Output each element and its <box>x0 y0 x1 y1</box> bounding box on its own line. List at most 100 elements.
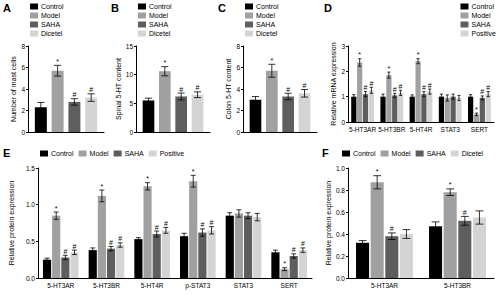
svg-text:Dicetel: Dicetel <box>256 30 278 37</box>
svg-text:SERT: SERT <box>471 126 488 133</box>
svg-text:6: 6 <box>21 64 25 71</box>
svg-text:Dicetel: Dicetel <box>462 150 484 157</box>
svg-text:Colon 5-HT content: Colon 5-HT content <box>225 59 232 120</box>
svg-text:*: * <box>163 59 166 66</box>
svg-text:Relative protein expression: Relative protein expression <box>325 181 333 266</box>
svg-text:Control: Control <box>41 3 64 10</box>
svg-text:Model: Model <box>41 12 61 19</box>
svg-text:0.6: 0.6 <box>336 209 345 216</box>
svg-text:*: * <box>146 175 149 182</box>
svg-text:Model: Model <box>471 12 491 19</box>
svg-text:#: # <box>200 221 204 228</box>
svg-text:Model: Model <box>149 12 169 19</box>
svg-text:F: F <box>322 147 329 159</box>
svg-text:15: 15 <box>126 43 134 50</box>
svg-text:2: 2 <box>21 107 25 114</box>
svg-text:#: # <box>428 82 432 89</box>
svg-text:E: E <box>3 147 10 159</box>
svg-text:*: * <box>449 181 452 188</box>
svg-text:*: * <box>417 51 420 58</box>
svg-text:p-STAT3: p-STAT3 <box>185 282 210 290</box>
svg-text:SAHA: SAHA <box>427 150 446 157</box>
svg-text:Control: Control <box>353 150 376 157</box>
svg-text:#: # <box>390 225 394 232</box>
svg-text:#: # <box>286 86 290 93</box>
svg-text:Model: Model <box>256 12 276 19</box>
svg-text:0.0: 0.0 <box>26 275 35 282</box>
svg-text:Control: Control <box>471 3 494 10</box>
svg-text:8: 8 <box>21 43 25 50</box>
svg-text:1.5: 1.5 <box>26 165 35 172</box>
svg-text:#: # <box>301 240 305 247</box>
svg-text:*: * <box>270 57 273 64</box>
svg-text:#: # <box>463 209 467 216</box>
svg-text:4: 4 <box>236 86 240 93</box>
svg-text:#: # <box>399 83 403 90</box>
svg-text:#: # <box>179 86 183 93</box>
svg-text:5-HT3BR: 5-HT3BR <box>378 126 405 133</box>
svg-text:Control: Control <box>149 3 172 10</box>
svg-text:#: # <box>109 239 113 246</box>
svg-text:#: # <box>196 84 200 91</box>
svg-text:1.0: 1.0 <box>336 165 345 172</box>
svg-text:#: # <box>155 224 159 231</box>
svg-text:*: * <box>376 168 379 175</box>
svg-text:SAHA: SAHA <box>41 21 60 28</box>
svg-text:5-HT4R: 5-HT4R <box>410 126 433 133</box>
svg-text:0: 0 <box>129 129 133 136</box>
svg-text:SERT: SERT <box>281 282 298 289</box>
svg-text:4: 4 <box>21 86 25 93</box>
svg-text:5-HT3AR: 5-HT3AR <box>371 282 398 289</box>
svg-text:SAHA: SAHA <box>125 150 144 157</box>
svg-text:*: * <box>56 58 59 65</box>
svg-text:Model: Model <box>90 150 110 157</box>
svg-text:*: * <box>475 106 478 113</box>
svg-text:STAT3: STAT3 <box>234 282 254 289</box>
svg-text:Dicetel: Dicetel <box>149 30 171 37</box>
svg-text:Positive: Positive <box>160 150 185 157</box>
svg-text:C: C <box>218 2 226 14</box>
svg-text:Spinal 5-HT content: Spinal 5-HT content <box>115 58 123 120</box>
svg-text:#: # <box>486 84 490 91</box>
svg-text:#: # <box>480 88 484 95</box>
svg-text:Positive: Positive <box>471 30 496 37</box>
svg-text:#: # <box>210 219 214 226</box>
svg-text:0.8: 0.8 <box>336 187 345 194</box>
svg-text:0: 0 <box>341 119 345 126</box>
svg-text:5-HT3BR: 5-HT3BR <box>444 282 471 289</box>
svg-text:#: # <box>72 91 76 98</box>
svg-text:#: # <box>393 86 397 93</box>
svg-text:3: 3 <box>341 43 345 50</box>
svg-text:#: # <box>89 86 93 93</box>
svg-text:#: # <box>73 243 77 250</box>
svg-text:*: * <box>55 205 58 212</box>
svg-text:Relative protein expression: Relative protein expression <box>8 181 16 266</box>
svg-text:#: # <box>292 246 296 253</box>
svg-text:STAT3: STAT3 <box>441 126 461 133</box>
svg-text:Relative mRNA expression: Relative mRNA expression <box>330 42 338 125</box>
svg-text:8: 8 <box>236 43 240 50</box>
svg-text:#: # <box>369 80 373 87</box>
svg-text:1: 1 <box>341 93 345 100</box>
svg-text:0.2: 0.2 <box>336 253 345 260</box>
svg-text:SAHA: SAHA <box>149 21 168 28</box>
svg-text:*: * <box>283 260 286 267</box>
svg-text:0.4: 0.4 <box>336 231 345 238</box>
svg-text:#: # <box>63 248 67 255</box>
svg-text:*: * <box>388 65 391 72</box>
svg-text:Dicetel: Dicetel <box>41 30 63 37</box>
svg-text:5-HT3AR: 5-HT3AR <box>349 126 376 133</box>
svg-text:SAHA: SAHA <box>471 21 490 28</box>
svg-text:D: D <box>324 2 332 14</box>
svg-text:5-HT4R: 5-HT4R <box>141 282 164 289</box>
svg-text:10: 10 <box>126 71 134 78</box>
svg-text:*: * <box>192 168 195 175</box>
svg-text:0: 0 <box>236 129 240 136</box>
svg-text:SAHA: SAHA <box>256 21 275 28</box>
svg-text:0: 0 <box>21 129 25 136</box>
svg-text:5-HT3AR: 5-HT3AR <box>47 282 74 289</box>
svg-text:0.5: 0.5 <box>26 238 35 245</box>
svg-text:5: 5 <box>129 100 133 107</box>
svg-text:#: # <box>164 220 168 227</box>
svg-text:#: # <box>364 84 368 91</box>
